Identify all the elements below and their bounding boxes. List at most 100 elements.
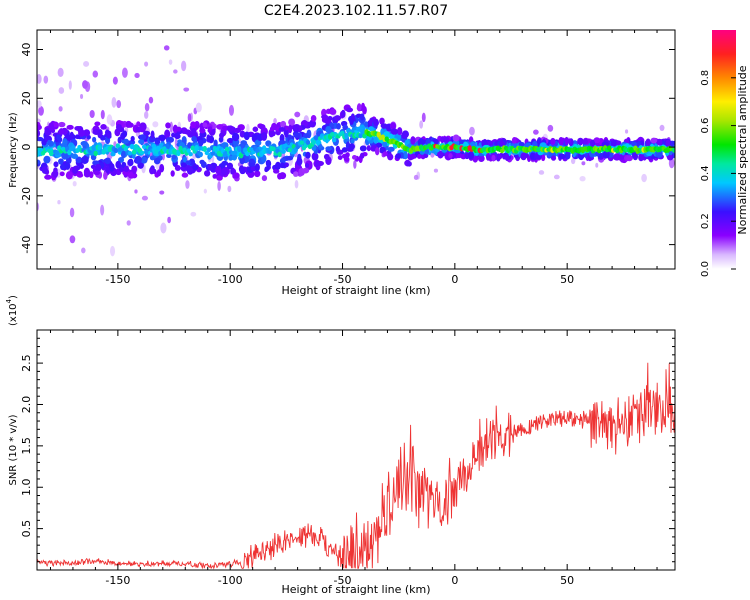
heatmap-cell bbox=[58, 121, 66, 128]
heatmap-cell bbox=[298, 125, 303, 132]
heatmap-cell bbox=[116, 100, 122, 109]
snr-y-tick-label: 0.5 bbox=[20, 520, 33, 538]
heatmap-cell bbox=[93, 170, 101, 176]
heatmap-cell bbox=[406, 161, 412, 167]
heatmap-cell bbox=[504, 154, 510, 161]
heatmap-cell bbox=[58, 106, 63, 112]
heatmap-cell bbox=[72, 166, 79, 174]
heatmap-cell bbox=[159, 164, 165, 173]
heatmap-cell bbox=[624, 129, 629, 134]
heatmap-cell bbox=[246, 123, 250, 134]
heatmap-cell bbox=[313, 135, 319, 141]
heatmap-cell bbox=[48, 122, 55, 131]
heatmap-cell bbox=[233, 139, 239, 148]
heatmap-cell bbox=[360, 128, 365, 135]
heatmap-cell bbox=[345, 107, 354, 113]
heatmap-cell bbox=[126, 122, 134, 128]
heatmap-cell bbox=[174, 133, 181, 140]
heatmap-cell bbox=[538, 170, 545, 175]
heatmap-cell bbox=[183, 87, 190, 92]
heatmap-cell bbox=[413, 174, 419, 181]
heatmap-cell bbox=[113, 147, 119, 154]
heatmap-cell bbox=[579, 175, 586, 182]
heatmap-cell bbox=[108, 163, 115, 172]
heatmap-cell bbox=[350, 138, 355, 144]
heatmap-cell bbox=[159, 190, 165, 195]
snr-x-tick-label: -150 bbox=[105, 574, 130, 587]
heatmap-cell bbox=[356, 103, 362, 112]
heatmap-cell bbox=[204, 151, 210, 156]
heatmap-cell bbox=[80, 94, 84, 99]
heatmap-cell bbox=[362, 133, 367, 139]
heatmap-cell bbox=[181, 172, 189, 178]
heatmap-cell bbox=[340, 109, 346, 118]
heatmap-cell bbox=[37, 151, 40, 158]
heatmap-cell bbox=[202, 145, 208, 152]
heatmap-cell bbox=[567, 138, 572, 144]
heatmap-cell bbox=[511, 136, 517, 144]
heatmap-cell bbox=[390, 128, 399, 135]
heatmap-cell bbox=[141, 144, 147, 150]
heatmap-cell bbox=[164, 129, 171, 139]
heatmap-cell bbox=[288, 124, 293, 134]
heatmap-cell bbox=[553, 174, 560, 180]
heatmap-cell bbox=[92, 136, 97, 143]
heatmap-cell bbox=[148, 96, 154, 104]
heatmap-cell bbox=[52, 169, 59, 178]
heatmap-cell bbox=[210, 151, 216, 156]
heatmap-cell bbox=[547, 124, 554, 132]
heatmap-cell bbox=[66, 124, 74, 130]
heatmap-cell bbox=[112, 76, 118, 85]
colorbar-label: Normalized spectral amplitude bbox=[736, 65, 749, 234]
heatmap-cell bbox=[117, 136, 122, 144]
heatmap-cell bbox=[305, 140, 311, 145]
heatmap-cell bbox=[529, 152, 535, 160]
heatmap-cell bbox=[645, 138, 651, 146]
heatmap-cell bbox=[100, 109, 105, 120]
heatmap-cell bbox=[325, 125, 332, 133]
heatmap-cell bbox=[207, 126, 213, 131]
spectrogram-y-tick-label: 20 bbox=[20, 91, 33, 105]
heatmap-cell bbox=[67, 149, 72, 156]
heatmap-cell bbox=[293, 132, 301, 139]
heatmap-cell bbox=[202, 122, 208, 128]
heatmap-cell bbox=[44, 174, 52, 180]
heatmap-cell bbox=[550, 137, 556, 145]
heatmap-cell bbox=[203, 188, 207, 194]
heatmap-cell bbox=[170, 170, 175, 177]
heatmap-cell bbox=[220, 167, 229, 176]
heatmap-cell bbox=[111, 96, 117, 108]
heatmap-cell bbox=[632, 153, 639, 161]
heatmap-cell bbox=[287, 147, 292, 153]
heatmap-cell bbox=[206, 147, 212, 153]
heatmap-cell bbox=[321, 114, 329, 120]
heatmap-cell bbox=[62, 138, 68, 147]
heatmap-cell bbox=[97, 129, 103, 138]
heatmap-cell bbox=[570, 157, 576, 165]
heatmap-cell bbox=[126, 220, 131, 226]
heatmap-cell bbox=[448, 153, 453, 159]
heatmap-cell bbox=[37, 100, 42, 108]
heatmap-cell bbox=[53, 161, 59, 168]
heatmap-cell bbox=[171, 154, 177, 160]
snr-multiplier-base: (x10 bbox=[8, 303, 19, 326]
heatmap-cell bbox=[288, 118, 296, 126]
heatmap-cell bbox=[190, 145, 195, 151]
heatmap-cell bbox=[299, 140, 305, 145]
heatmap-cell bbox=[123, 145, 129, 152]
heatmap-cell bbox=[254, 139, 262, 146]
snr-y-tick-label: 1.0 bbox=[20, 478, 33, 496]
heatmap-cell bbox=[296, 157, 303, 166]
snr-x-tick-label: -100 bbox=[218, 574, 243, 587]
heatmap-cell bbox=[487, 140, 494, 146]
heatmap-cell bbox=[115, 124, 122, 131]
heatmap-cell bbox=[520, 152, 527, 161]
heatmap-cell bbox=[294, 111, 301, 118]
heatmap-cell bbox=[213, 139, 218, 147]
heatmap-cell bbox=[61, 151, 69, 160]
heatmap-cell bbox=[93, 150, 98, 157]
snr-frame bbox=[36, 329, 676, 571]
heatmap-cell bbox=[362, 105, 367, 115]
heatmap-cell bbox=[273, 168, 280, 174]
heatmap-cell bbox=[222, 151, 228, 158]
